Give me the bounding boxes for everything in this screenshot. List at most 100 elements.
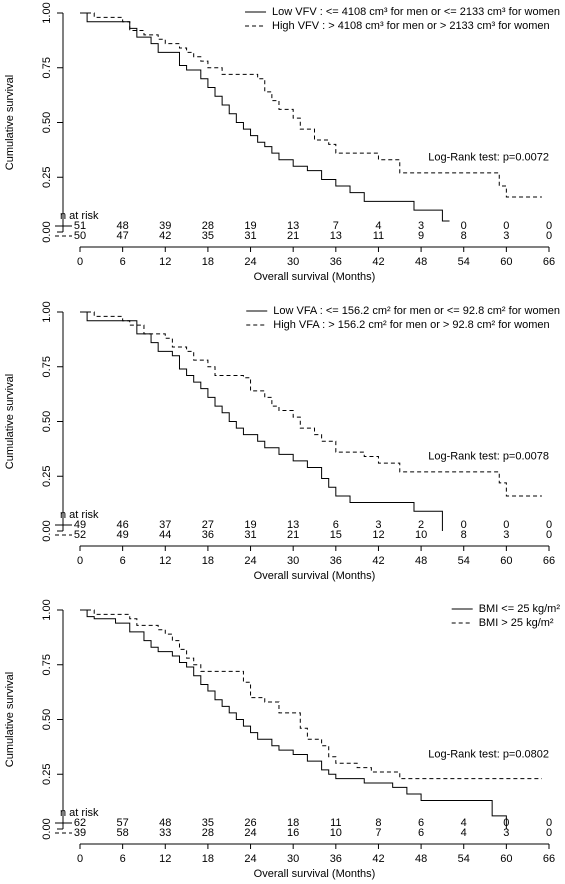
risk-count: 11 [330, 817, 341, 829]
annotation: Log-Rank test: p=0.0078 [428, 450, 549, 462]
y-tick-label: 1.00 [41, 599, 53, 620]
risk-count: 6 [418, 817, 424, 829]
x-tick-label: 60 [500, 256, 512, 268]
risk-count: 57 [117, 817, 129, 829]
risk-count: 4 [375, 220, 381, 232]
risk-table-label: n at risk [60, 509, 99, 521]
x-tick-label: 42 [372, 256, 384, 268]
x-tick-label: 36 [330, 555, 342, 567]
risk-count: 6 [333, 519, 339, 531]
x-tick-label: 24 [244, 853, 256, 865]
risk-count: 19 [244, 519, 256, 531]
x-tick-label: 18 [202, 256, 214, 268]
risk-count: 0 [546, 827, 552, 839]
y-tick-label: 0.50 [41, 112, 53, 133]
risk-count: 35 [202, 230, 214, 242]
risk-count: 47 [117, 230, 129, 242]
y-tick-label: 0.25 [41, 167, 53, 188]
risk-count: 42 [159, 230, 171, 242]
x-tick-label: 36 [330, 256, 342, 268]
x-tick-label: 12 [159, 853, 171, 865]
risk-count: 48 [117, 220, 129, 232]
legend-label: High VFA : > 156.2 cm² for men or > 92.8… [273, 319, 549, 331]
y-tick-label: 0.00 [41, 221, 53, 242]
risk-count: 62 [74, 817, 86, 829]
risk-table-label: n at risk [60, 807, 99, 819]
x-tick-label: 54 [458, 256, 470, 268]
risk-count: 3 [503, 230, 509, 242]
risk-count: 49 [117, 529, 129, 541]
risk-count: 19 [244, 220, 256, 232]
survival-curve [80, 311, 443, 531]
y-tick-label: 0.25 [41, 466, 53, 487]
x-tick-label: 42 [372, 555, 384, 567]
x-tick-label: 60 [500, 853, 512, 865]
x-tick-label: 66 [543, 256, 555, 268]
risk-count: 0 [461, 220, 467, 232]
risk-count: 12 [372, 529, 384, 541]
y-tick-label: 0.00 [41, 818, 53, 839]
risk-count: 0 [503, 817, 509, 829]
annotation: Log-Rank test: p=0.0802 [428, 748, 549, 760]
risk-count: 36 [202, 529, 214, 541]
risk-count: 27 [202, 519, 214, 531]
risk-count: 49 [74, 519, 86, 531]
y-tick-label: 0.75 [41, 654, 53, 675]
risk-count: 3 [503, 529, 509, 541]
risk-count: 37 [159, 519, 171, 531]
risk-count: 0 [503, 220, 509, 232]
risk-count: 0 [503, 519, 509, 531]
x-tick-label: 66 [543, 853, 555, 865]
y-tick-label: 0.75 [41, 57, 53, 78]
x-tick-label: 66 [543, 555, 555, 567]
x-tick-label: 18 [202, 555, 214, 567]
risk-count: 9 [418, 230, 424, 242]
annotation: Log-Rank test: p=0.0072 [428, 151, 549, 163]
risk-count: 51 [74, 220, 86, 232]
x-tick-label: 30 [287, 555, 299, 567]
x-tick-label: 48 [415, 853, 427, 865]
risk-count: 52 [74, 529, 86, 541]
risk-count: 24 [244, 827, 256, 839]
y-tick-label: 0.00 [41, 520, 53, 541]
risk-count: 18 [287, 817, 299, 829]
y-tick-label: 0.75 [41, 356, 53, 377]
x-tick-label: 30 [287, 853, 299, 865]
risk-count: 58 [117, 827, 129, 839]
risk-count: 4 [461, 827, 467, 839]
risk-count: 28 [202, 827, 214, 839]
risk-count: 3 [503, 827, 509, 839]
risk-count: 21 [287, 230, 299, 242]
risk-count: 31 [244, 529, 256, 541]
x-tick-label: 12 [159, 555, 171, 567]
x-tick-label: 12 [159, 256, 171, 268]
risk-count: 44 [159, 529, 171, 541]
legend-label: Low VFA : <= 156.2 cm² for men or <= 92.… [273, 305, 560, 317]
x-tick-label: 48 [415, 256, 427, 268]
x-axis-label: Overall survival (Months) [254, 868, 376, 880]
y-tick-label: 1.00 [41, 301, 53, 322]
risk-count: 0 [546, 519, 552, 531]
x-tick-label: 54 [458, 555, 470, 567]
risk-count: 3 [418, 220, 424, 232]
x-axis-label: Overall survival (Months) [254, 570, 376, 582]
risk-count: 50 [74, 230, 86, 242]
x-tick-label: 6 [120, 853, 126, 865]
x-tick-label: 54 [458, 853, 470, 865]
risk-count: 7 [333, 220, 339, 232]
x-tick-label: 0 [77, 555, 83, 567]
risk-count: 3 [375, 519, 381, 531]
risk-count: 48 [159, 817, 171, 829]
risk-table-label: n at risk [60, 210, 99, 222]
risk-count: 31 [244, 230, 256, 242]
survival-curve [80, 12, 450, 222]
y-tick-label: 0.25 [41, 764, 53, 785]
y-axis-label: Cumulative survival [4, 672, 16, 767]
risk-count: 33 [159, 827, 171, 839]
legend-label: BMI > 25 kg/m² [479, 617, 554, 629]
risk-count: 7 [375, 827, 381, 839]
legend-label: Low VFV : <= 4108 cm³ for men or <= 2133… [272, 6, 560, 18]
risk-count: 13 [287, 519, 299, 531]
risk-count: 35 [202, 817, 214, 829]
risk-count: 4 [461, 817, 467, 829]
